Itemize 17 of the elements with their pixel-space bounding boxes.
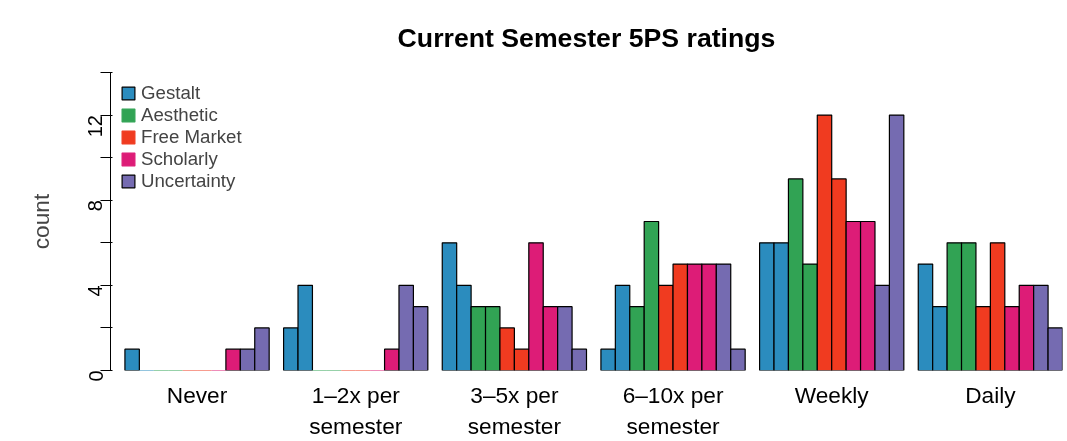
chart-title: Current Semester 5PS ratings: [397, 22, 776, 53]
x-tick-label: 6–10x per semester: [622, 381, 724, 439]
legend-label: Scholarly: [141, 148, 218, 170]
y-axis-title: count: [27, 193, 54, 250]
y-tick-label: 4: [84, 285, 107, 297]
x-tick-label: Weekly: [794, 381, 870, 408]
x-tick-label: Daily: [965, 381, 1017, 408]
y-tick-label: 8: [84, 200, 107, 212]
x-tick-label: Never: [166, 381, 228, 408]
legend-label: Free Market: [141, 126, 242, 148]
x-tick-label: 1–2x per semester: [309, 381, 403, 439]
legend-label: Aesthetic: [141, 104, 218, 126]
legend-label: Uncertainty: [141, 170, 236, 192]
y-tick-label: 12: [84, 115, 107, 138]
legend-label: Gestalt: [141, 82, 201, 104]
y-tick-label: 0: [84, 370, 107, 382]
x-tick-label: 3–5x per semester: [467, 381, 562, 439]
